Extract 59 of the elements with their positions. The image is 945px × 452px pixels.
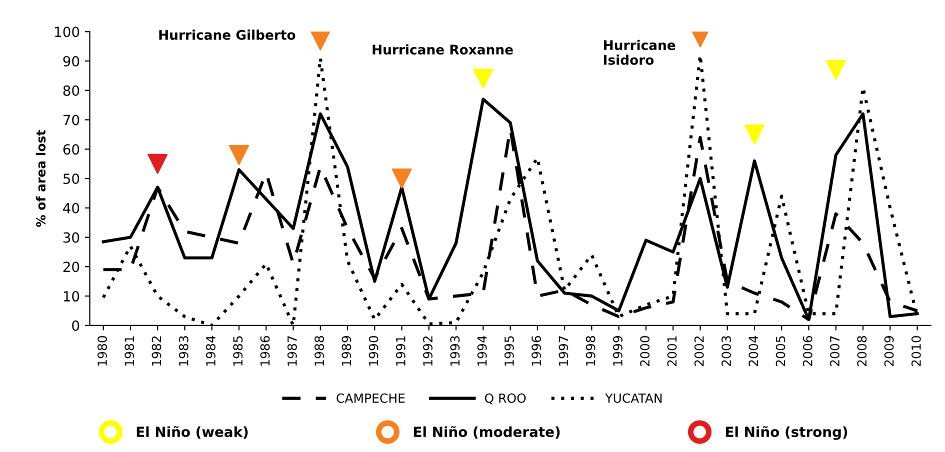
x-tick-label: 2003 bbox=[722, 336, 731, 366]
x-tick-label: 2008 bbox=[857, 336, 867, 366]
x-tick-label: 2000 bbox=[640, 336, 650, 366]
point bbox=[392, 168, 412, 189]
x-tick-label: 1986 bbox=[260, 336, 270, 366]
point bbox=[148, 154, 168, 174]
x-tick-label: 2009 bbox=[884, 336, 894, 366]
y-tick-label: 30 bbox=[63, 232, 80, 243]
annotation: Hurricane Isidoro bbox=[604, 40, 676, 65]
x-tick-label: 1985 bbox=[233, 336, 243, 366]
legend-label: El Niño (weak) bbox=[136, 426, 248, 439]
point bbox=[826, 60, 846, 80]
annotation: Hurricane Roxanne bbox=[372, 44, 513, 55]
annotation: Hurricane Gilberto bbox=[159, 30, 296, 40]
x-tick-label: 1992 bbox=[423, 336, 433, 366]
x-tick-label: 2005 bbox=[776, 336, 786, 366]
y-tick-label: 70 bbox=[64, 114, 80, 126]
x-tick-label: 1999 bbox=[612, 336, 622, 366]
x-tick-label: 1995 bbox=[504, 336, 514, 366]
y-tick-label: 10 bbox=[64, 291, 80, 302]
x-tick-label: 1980 bbox=[98, 336, 107, 366]
x-tick-label: 1982 bbox=[152, 336, 162, 366]
x-tick-label: 1987 bbox=[287, 336, 297, 366]
x-tick-label: 1988 bbox=[314, 336, 324, 366]
x-tick-label: 2010 bbox=[911, 336, 921, 366]
y-tick-label: 100 bbox=[55, 26, 80, 38]
x-tick-label: 2006 bbox=[802, 336, 812, 366]
y-tick-label: 20 bbox=[63, 262, 80, 272]
x-tick-label: 1996 bbox=[532, 336, 542, 366]
x-tick-label: 2004 bbox=[748, 336, 758, 366]
legend-label: El Niño (moderate) bbox=[414, 426, 560, 439]
x-tick-label: 1984 bbox=[206, 336, 216, 366]
x-tick-label: 1997 bbox=[558, 336, 568, 366]
x-tick-label: 1991 bbox=[396, 336, 406, 366]
y-tick-label: 60 bbox=[63, 144, 80, 155]
y-tick-label: 50 bbox=[63, 174, 80, 184]
x-tick-label: 1993 bbox=[450, 336, 460, 366]
x-tick-label: 1983 bbox=[178, 336, 188, 366]
point bbox=[228, 145, 250, 166]
legend-label: CAMPECHE bbox=[336, 393, 405, 403]
y-tick-label: 90 bbox=[63, 56, 80, 66]
point bbox=[473, 68, 494, 89]
y-axis-title: % of area lost bbox=[36, 130, 46, 227]
legend-label: YUCATAN bbox=[605, 393, 662, 403]
point bbox=[310, 32, 330, 50]
point bbox=[744, 124, 764, 144]
legend-label: El Niño (strong) bbox=[726, 426, 848, 440]
y-tick-label: 80 bbox=[63, 85, 80, 96]
x-tick-label: 2002 bbox=[694, 336, 704, 366]
x-tick-label: 1998 bbox=[586, 336, 596, 366]
x-tick-label: 1990 bbox=[368, 336, 378, 366]
x-tick-label: 2007 bbox=[830, 336, 840, 366]
x-tick-label: 2001 bbox=[667, 336, 677, 366]
x-tick-label: 1994 bbox=[477, 336, 487, 366]
y-tick-label: 0 bbox=[72, 320, 80, 331]
x-tick-label: 1981 bbox=[124, 336, 134, 366]
x-tick-label: 1989 bbox=[342, 336, 352, 366]
y-tick-label: 40 bbox=[63, 202, 80, 214]
legend-label: Q ROO bbox=[484, 393, 526, 404]
